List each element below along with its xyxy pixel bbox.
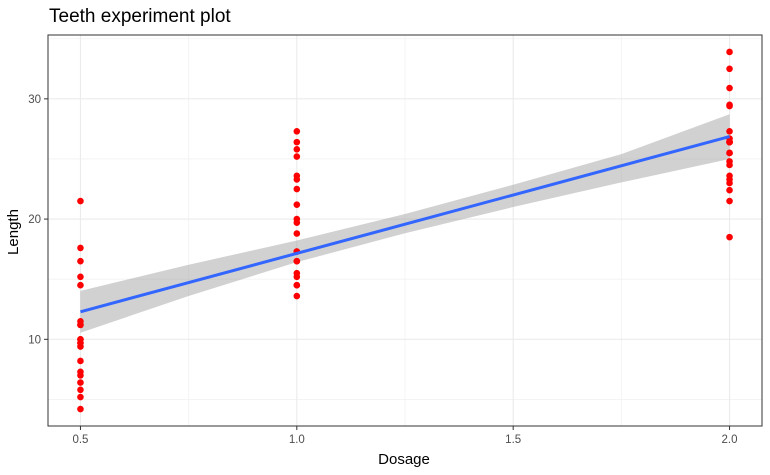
data-point [77,393,84,401]
data-point [293,146,301,153]
major-gridlines [48,35,762,426]
data-point [293,201,301,208]
data-point [726,179,733,187]
x-tick-labels: 0.5 1.0 1.5 2.0 [72,434,737,446]
data-point [726,158,733,165]
data-point [293,230,301,237]
x-axis: 0.5 1.0 1.5 2.0 Dosage [72,426,738,468]
data-point [77,339,84,347]
y-axis-title: Length [5,209,22,255]
data-point [293,153,301,160]
plot-border [47,34,763,427]
data-point [77,281,84,289]
data-point [77,197,84,205]
data-point [77,357,84,365]
y-tick-marks [44,98,48,340]
plot-area [47,34,763,427]
data-point [726,149,733,157]
data-point [77,244,84,252]
x-tick-label: 1.5 [505,434,521,446]
data-point [77,405,84,413]
data-point [293,257,301,265]
regression-line [80,135,730,314]
data-point [726,65,733,73]
data-point [77,273,84,281]
y-tick-labels: 10 20 30 [28,94,41,346]
x-tick-label: 2.0 [722,434,738,446]
chart-title: Teeth experiment plot [49,6,231,27]
data-point [726,197,733,205]
data-point [293,269,301,277]
data-point [293,128,301,135]
data-point [77,379,84,386]
data-point [726,48,733,56]
data-point [77,372,84,379]
data-point [293,292,301,300]
y-tick-label: 20 [28,214,41,226]
x-tick-label: 0.5 [72,434,88,446]
data-point [726,102,733,110]
data-point [77,257,84,265]
data-point [77,321,84,329]
data-point [726,138,733,146]
data-point [77,386,84,394]
data-point [726,186,733,194]
x-tick-label: 1.0 [289,434,305,446]
data-point [293,138,301,146]
y-tick-label: 10 [28,334,41,346]
data-point [726,233,733,241]
data-point [726,84,733,92]
x-tick-marks [79,426,731,430]
y-axis: 10 20 30 Length [5,94,48,346]
x-axis-title: Dosage [378,451,430,468]
data-point [293,215,301,223]
y-tick-label: 30 [28,94,41,106]
data-point [293,185,301,193]
data-point [293,281,301,289]
data-point [726,128,733,135]
data-point [293,172,301,180]
